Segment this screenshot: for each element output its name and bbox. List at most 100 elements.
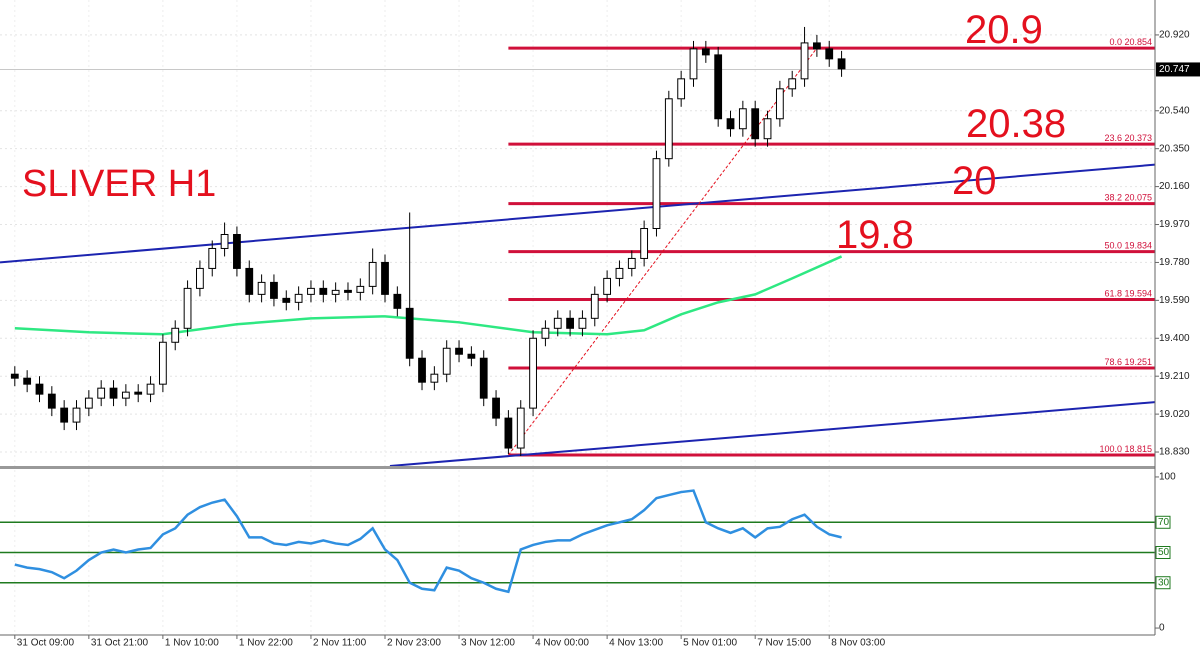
rsi-tick-label: 100: [1159, 472, 1176, 483]
candle-body: [35, 383, 44, 395]
y-tick-label: 19.210: [1159, 371, 1190, 382]
candle-body: [183, 287, 192, 329]
candle-body: [393, 293, 402, 309]
y-tick-label: 19.780: [1159, 257, 1190, 268]
candle-body: [158, 341, 167, 385]
candle-body: [541, 327, 550, 339]
candle-body: [504, 417, 513, 449]
candle-body: [72, 407, 81, 423]
annotation: 20.9: [965, 8, 1043, 52]
current-price-box: [1156, 62, 1200, 77]
x-tick-label: 2 Nov 23:00: [387, 638, 441, 649]
annotation: 19.8: [836, 213, 914, 257]
candle-body: [146, 383, 155, 395]
current-price-label: 20.747: [1159, 64, 1190, 75]
candle-body: [381, 261, 389, 295]
candle-body: [220, 233, 229, 249]
panel-separator: [0, 466, 1155, 469]
candle-body: [84, 397, 93, 409]
chart-title: SLIVER H1: [22, 163, 216, 205]
candle-body: [479, 357, 488, 399]
annotation: 20.38: [966, 102, 1066, 146]
y-tick-label: 20.350: [1159, 143, 1190, 154]
x-tick-label: 4 Nov 13:00: [609, 638, 663, 649]
candle-body: [430, 373, 439, 383]
fib-level-label: 78.6 19.251: [1104, 357, 1152, 367]
candle-body: [492, 397, 500, 419]
y-tick-label: 19.970: [1159, 219, 1190, 230]
candle-body: [97, 387, 106, 399]
candle-body: [368, 261, 377, 287]
candle-body: [171, 327, 180, 343]
candle-body: [307, 287, 315, 295]
candle-body: [677, 78, 686, 100]
y-tick-label: 19.020: [1159, 409, 1190, 420]
x-tick-label: 1 Nov 22:00: [239, 638, 293, 649]
candle-body: [775, 88, 784, 120]
fib-level-label: 38.2 20.075: [1104, 193, 1152, 203]
candle-body: [652, 158, 661, 230]
candle-body: [738, 108, 747, 130]
x-tick-label: 31 Oct 09:00: [17, 638, 75, 649]
plot-area: 0.0 20.854 23.6 20.373 38.2 20.075 50.0 19.…: [0, 0, 1156, 635]
x-tick-label: 31 Oct 21:00: [91, 638, 149, 649]
candle-body: [47, 393, 56, 409]
rsi-line: [14, 489, 842, 594]
x-tick-label: 5 Nov 01:00: [683, 638, 737, 649]
candle-body: [134, 391, 143, 395]
rsi-tick-label: 0: [1159, 623, 1165, 634]
fib-level-label: 61.8 19.594: [1104, 289, 1152, 299]
candle-body: [800, 42, 809, 80]
candle-body: [60, 407, 69, 423]
annotation: 20: [952, 159, 997, 203]
x-tick-label: 8 Nov 03:00: [831, 638, 885, 649]
candle-body: [245, 267, 254, 295]
candle-body: [270, 281, 278, 299]
candle-body: [590, 293, 599, 319]
candle-body: [640, 228, 649, 259]
candle-body: [282, 297, 291, 303]
fib-level-label: 50.0 19.834: [1104, 241, 1152, 251]
candle-body: [751, 108, 760, 140]
y-tick-label: 20.160: [1159, 181, 1190, 192]
rsi-level-box: [1155, 546, 1171, 559]
candle-body: [664, 98, 673, 160]
candle-body: [467, 353, 476, 359]
candle-body: [689, 48, 698, 80]
candle-body: [344, 289, 352, 293]
y-tick-label: 19.590: [1159, 295, 1190, 306]
y-tick-label: 20.920: [1159, 30, 1190, 41]
candle-body: [442, 347, 451, 375]
x-tick-label: 7 Nov 15:00: [757, 638, 811, 649]
candle-body: [578, 317, 587, 329]
x-tick-label: 2 Nov 11:00: [313, 638, 367, 649]
candle-body: [788, 78, 797, 90]
fib-level-label: 23.6 20.373: [1104, 133, 1152, 143]
candle-body: [356, 285, 365, 293]
rsi-level-box: [1155, 576, 1171, 590]
rsi-level-label: 30: [1158, 577, 1170, 588]
rsi-level-label: 50: [1158, 547, 1170, 558]
rsi-level-label: 70: [1158, 517, 1170, 528]
candle-body: [615, 267, 624, 279]
y-tick-label: 18.830: [1159, 447, 1190, 458]
candle-body: [331, 289, 340, 295]
candle-body: [418, 357, 426, 383]
candle-body: [455, 347, 463, 355]
x-tick-label: 4 Nov 00:00: [535, 638, 589, 649]
candle-body: [109, 387, 118, 399]
candle-body: [516, 407, 525, 449]
y-tick-label: 19.400: [1159, 333, 1190, 344]
x-tick-label: 3 Nov 12:00: [461, 638, 515, 649]
candle-body: [529, 337, 537, 409]
candle-body: [812, 42, 821, 50]
candle-body: [701, 48, 710, 56]
candle-body: [553, 317, 562, 329]
fib-level-label: 0.0 20.854: [1109, 37, 1152, 47]
candle-body: [627, 257, 636, 269]
candle-body: [121, 391, 130, 399]
rsi-level-box: [1155, 515, 1171, 529]
candle-body: [837, 58, 846, 70]
